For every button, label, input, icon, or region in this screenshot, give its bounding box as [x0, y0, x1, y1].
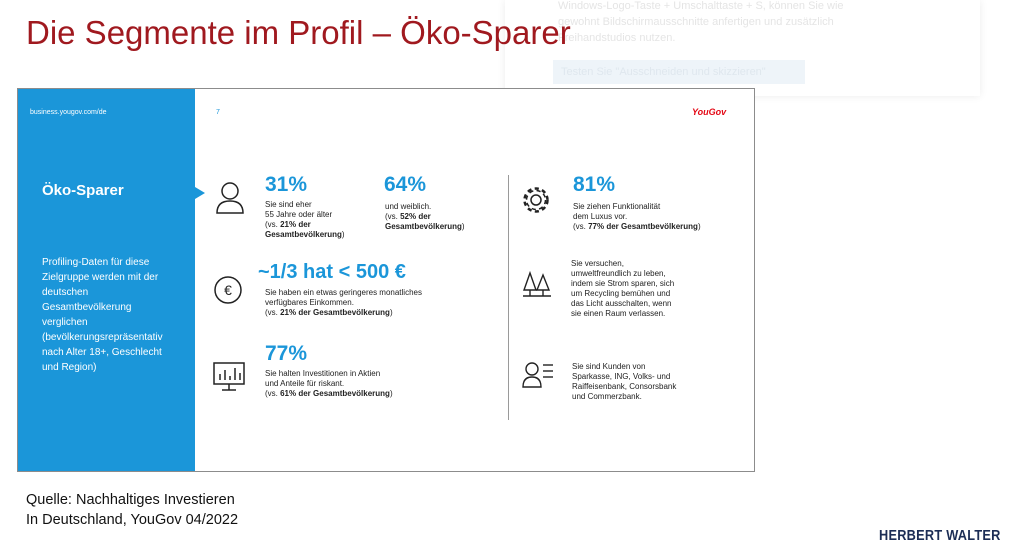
stat-text-age: Sie sind eher 55 Jahre oder älter (vs. 2… — [265, 200, 345, 239]
yougov-logo: YouGov — [692, 107, 727, 117]
snipping-tool-notification: Windows-Logo-Taste + Umschalttaste + S, … — [505, 0, 980, 96]
description-line: verglichen — [42, 317, 88, 328]
trees-icon — [522, 270, 552, 300]
page-title: Die Segmente im Profil – Öko-Sparer — [26, 14, 571, 51]
column-divider — [508, 175, 509, 420]
segment-pointer-arrow — [195, 187, 205, 199]
euro-icon: € — [213, 275, 243, 305]
stat-text-banks: Sie sind Kunden von Sparkasse, ING, Volk… — [572, 362, 677, 401]
stat-value-function: 81% — [573, 173, 616, 196]
source-note: Quelle: Nachhaltiges Investieren In Deut… — [26, 490, 238, 530]
description-line: und Region) — [42, 362, 97, 373]
description-line: Gesamtbevölkerung — [42, 302, 132, 313]
stat-text-function: Sie ziehen Funktionalität dem Luxus vor.… — [573, 202, 701, 231]
description-line: Zielgruppe werden mit der — [42, 272, 159, 283]
embedded-slide: business.yougov.com/de Öko-Sparer Profil… — [17, 88, 755, 472]
stat-text-income: Sie haben ein etwas geringeres monatlich… — [265, 288, 422, 317]
segment-description: Profiling-Daten für diese Zielgruppe wer… — [42, 255, 190, 375]
stat-text-female: und weiblich. (vs. 52% der Gesamtbevölke… — [385, 202, 465, 231]
svg-text:€: € — [224, 282, 232, 298]
gear-icon — [521, 185, 551, 215]
herbert-walter-logo: HERBERT WALTER — [879, 527, 1001, 544]
notification-line: Windows-Logo-Taste + Umschalttaste + S, … — [558, 0, 844, 12]
try-snipping-button[interactable]: Testen Sie "Ausschneiden und skizzieren" — [553, 60, 805, 84]
stat-value-female: 64% — [384, 173, 427, 196]
stat-value-risk: 77% — [265, 342, 308, 365]
customer-list-icon — [522, 360, 554, 390]
stat-text-eco: Sie versuchen, umweltfreundlich zu leben… — [571, 259, 675, 318]
stat-text-risk: Sie halten Investitionen in Aktien und A… — [265, 369, 393, 398]
slide-url: business.yougov.com/de — [30, 109, 107, 116]
description-line: (bevölkerungsrepräsentativ — [42, 332, 163, 343]
description-line: Profiling-Daten für diese — [42, 257, 150, 268]
slide-page-number: 7 — [216, 109, 220, 116]
stat-value-age: 31% — [265, 173, 308, 196]
source-line: Quelle: Nachhaltiges Investieren — [26, 492, 235, 508]
notification-line: Freihandstudios nutzen. — [558, 32, 676, 44]
segment-side-panel: business.yougov.com/de Öko-Sparer Profil… — [18, 89, 195, 471]
description-line: nach Alter 18+, Geschlecht — [42, 347, 162, 358]
description-line: deutschen — [42, 287, 89, 298]
notification-line: gewohnt Bildschirmausschnitte anfertigen… — [558, 16, 834, 28]
segment-title: Öko-Sparer — [42, 182, 124, 199]
source-line: In Deutschland, YouGov 04/2022 — [26, 512, 239, 528]
stat-value-income: ~1/3 hat < 500 € — [258, 261, 406, 283]
chart-monitor-icon — [212, 360, 246, 394]
person-icon — [215, 180, 245, 216]
